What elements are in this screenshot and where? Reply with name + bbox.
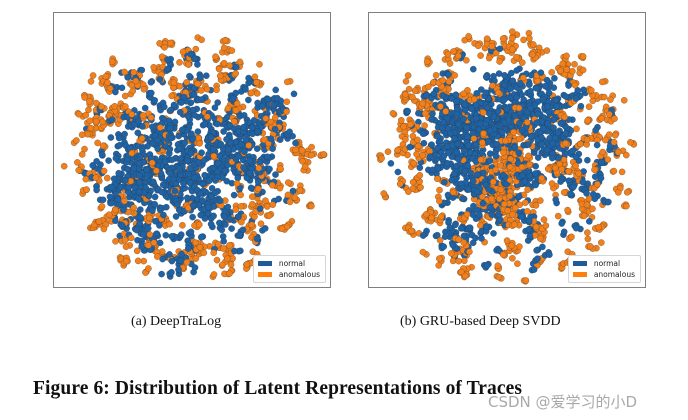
- watermark: CSDN @爱学习的小D: [488, 393, 638, 411]
- scatter-points-b: [376, 28, 638, 285]
- anomalous-swatch-icon: [572, 272, 587, 277]
- legend-label-normal: normal: [278, 259, 306, 268]
- scatter-plot-gru-deep-svdd: normal anomalous: [368, 12, 646, 288]
- legend-item-normal: normal: [257, 258, 320, 269]
- normal-swatch-icon: [257, 261, 272, 266]
- subcaption-b: (b) GRU-based Deep SVDD: [400, 314, 561, 329]
- subcaption-a: (a) DeepTraLog: [131, 314, 222, 329]
- legend-b: normal anomalous: [567, 255, 641, 283]
- scatter-points-a: [60, 34, 328, 281]
- legend-label-normal: normal: [593, 259, 621, 268]
- figure-caption: Figure 6: Distribution of Latent Represe…: [33, 378, 523, 399]
- legend-item-anomalous: anomalous: [572, 269, 635, 280]
- legend-item-anomalous: anomalous: [257, 269, 320, 280]
- legend-label-anomalous: anomalous: [593, 270, 635, 279]
- legend-a: normal anomalous: [252, 255, 326, 283]
- scatter-plot-deeptralog: normal anomalous: [53, 12, 331, 288]
- legend-label-anomalous: anomalous: [278, 270, 320, 279]
- anomalous-swatch-icon: [257, 272, 272, 277]
- legend-item-normal: normal: [572, 258, 635, 269]
- normal-swatch-icon: [572, 261, 587, 266]
